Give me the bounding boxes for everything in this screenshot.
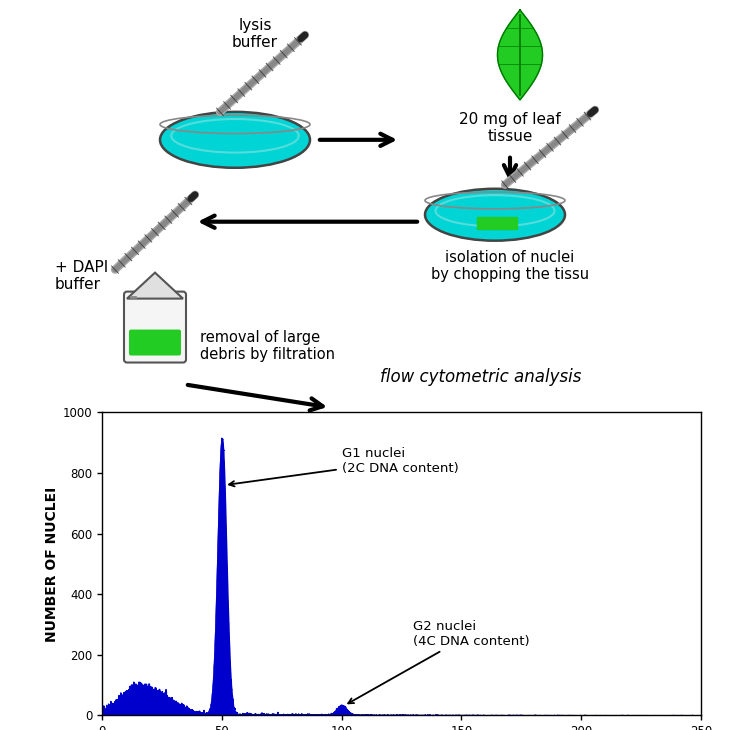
Y-axis label: NUMBER OF NUCLEI: NUMBER OF NUCLEI [45, 486, 58, 642]
Ellipse shape [425, 189, 565, 241]
Text: flow cytometric analysis: flow cytometric analysis [380, 369, 581, 386]
Ellipse shape [160, 112, 310, 168]
Text: G1 nuclei
(2C DNA content): G1 nuclei (2C DNA content) [229, 447, 458, 486]
Text: lysis
buffer: lysis buffer [232, 18, 278, 50]
Polygon shape [127, 272, 183, 299]
Text: isolation of nuclei
by chopping the tissu: isolation of nuclei by chopping the tiss… [431, 250, 589, 282]
Text: removal of large
debris by filtration: removal of large debris by filtration [200, 329, 335, 362]
Text: + DAPI
buffer: + DAPI buffer [55, 260, 108, 292]
Polygon shape [498, 10, 542, 100]
Text: G2 nuclei
(4C DNA content): G2 nuclei (4C DNA content) [348, 620, 530, 703]
FancyBboxPatch shape [124, 291, 186, 363]
Text: 20 mg of leaf
tissue: 20 mg of leaf tissue [459, 112, 561, 145]
FancyBboxPatch shape [129, 329, 181, 356]
